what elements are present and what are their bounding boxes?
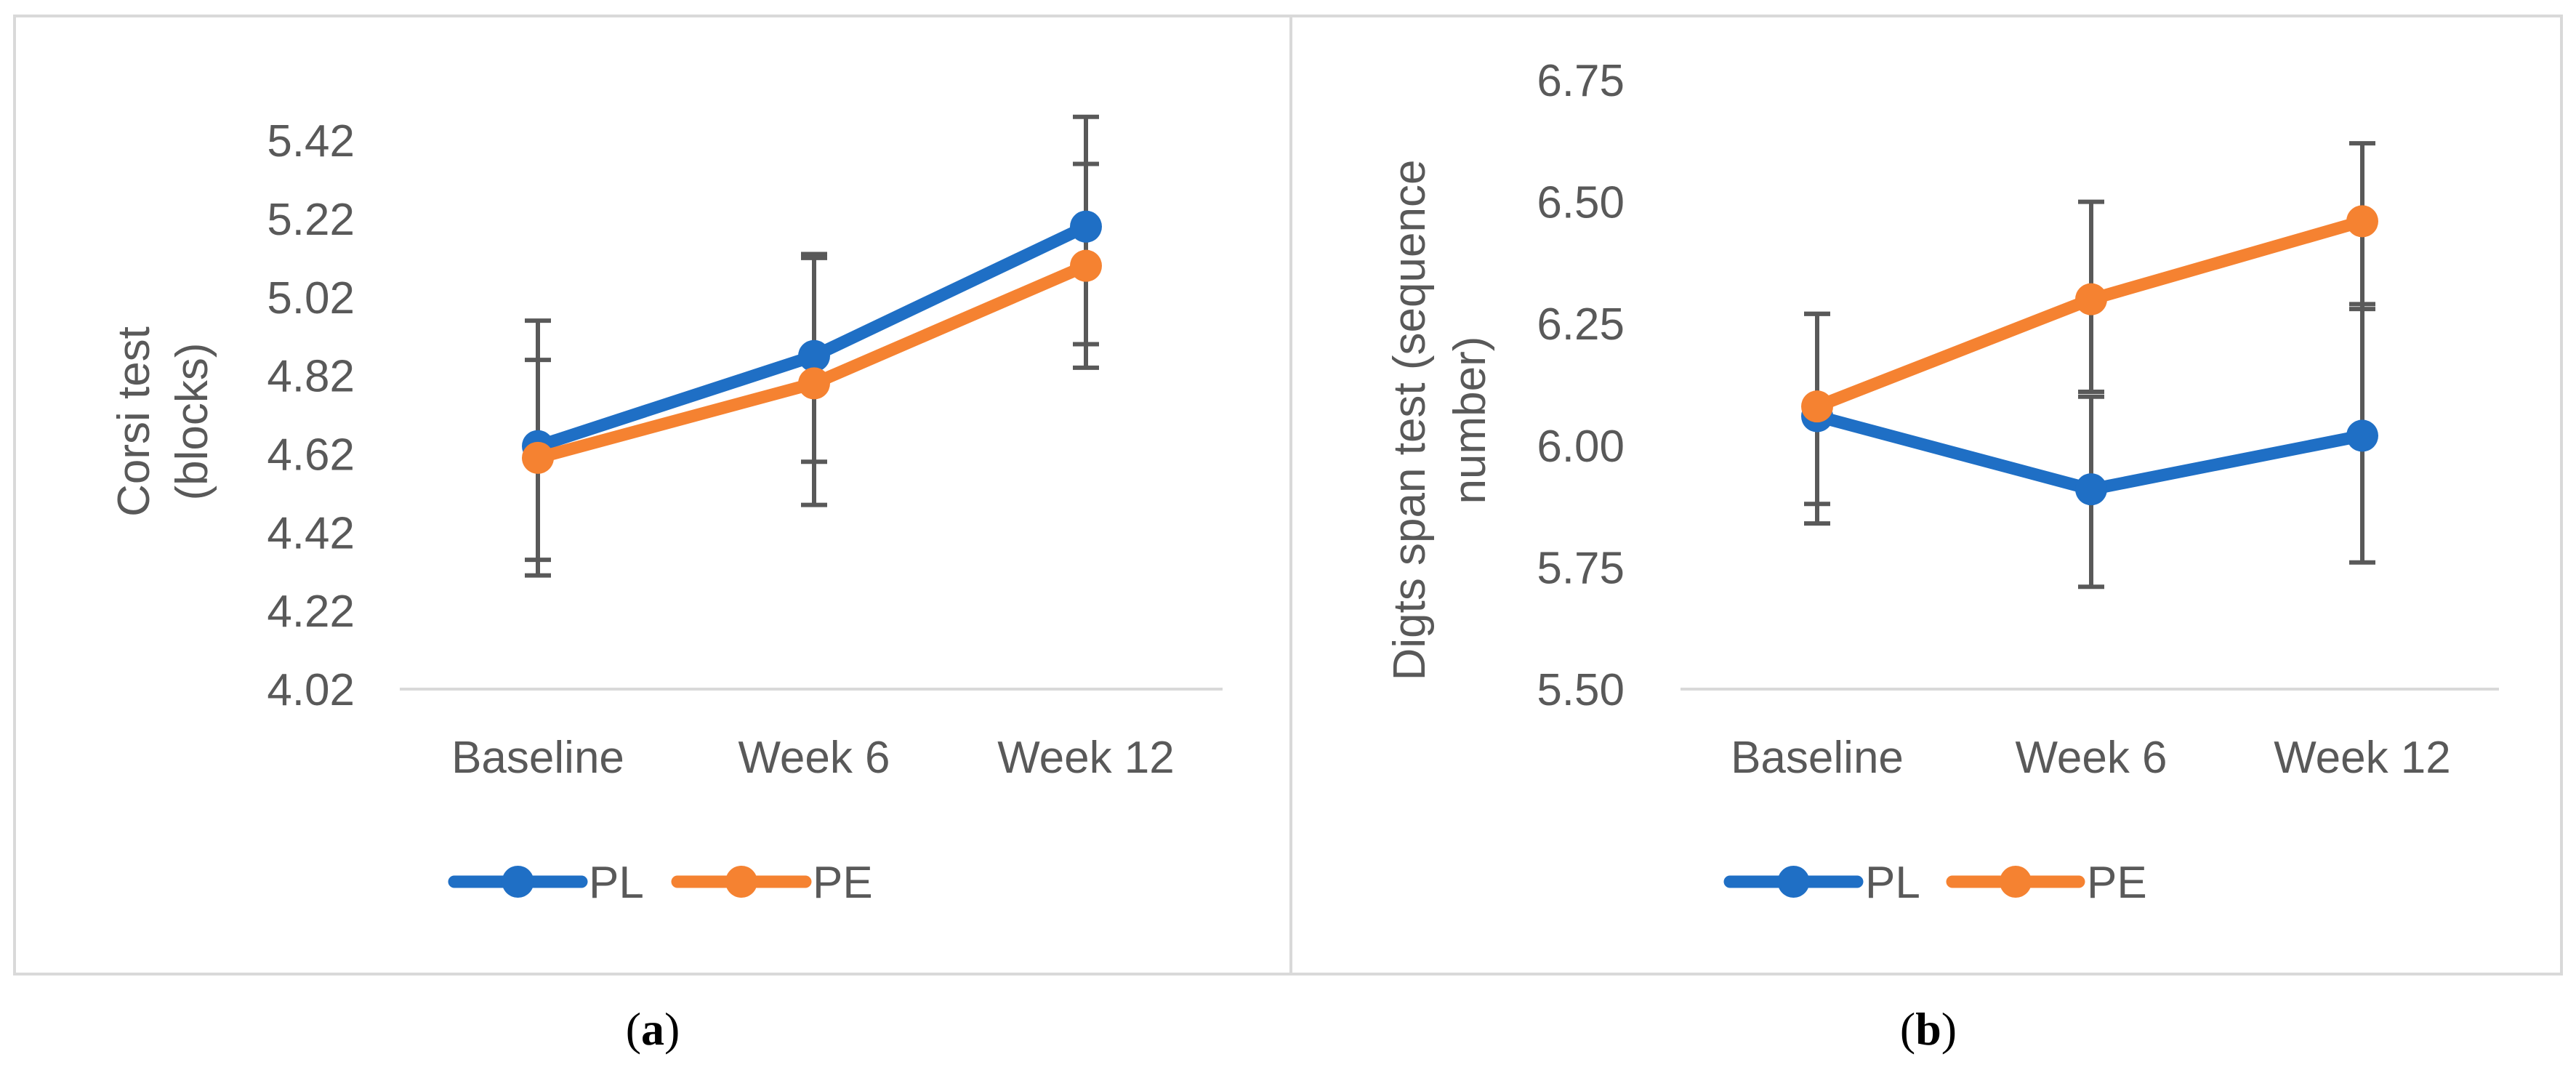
chart-b-pl-point-2 [2346,419,2378,452]
chart-a-pe-point-1 [798,367,830,400]
chart-a-ytick-3: 4.62 [267,430,355,480]
chart-b-ytick-1: 5.75 [1537,543,1625,593]
chart-a-xticks: Baseline Week 6 Week 12 [451,733,1175,783]
caption-b-letter: b [1915,1003,1941,1055]
chart-panel-b: Digts span test (sequence number) 5.505.… [1289,15,2563,976]
chart-a-ylabel-line2: (blocks) [167,342,217,500]
chart-a-legend: PL PE [448,858,873,908]
chart-b-legend-pl-label: PL [1865,858,1920,908]
chart-b-pe-point-0 [1801,390,1833,423]
caption-b: (b) [1900,1003,1957,1055]
chart-b-legend-pl-marker [1777,866,1810,898]
chart-b-ytick-0: 5.50 [1537,665,1625,715]
chart-b-ytick-3: 6.25 [1537,299,1625,350]
chart-b-xticks: Baseline Week 6 Week 12 [1731,733,2451,783]
chart-a-pl-point-1 [798,339,830,372]
chart-b-ylabel-line1: Digts span test (sequence [1385,160,1435,681]
chart-b-xtick-0: Baseline [1731,733,1904,783]
chart-b-pl-point-1 [2075,473,2107,506]
chart-b-ytick-4: 6.50 [1537,178,1625,228]
caption-a-letter: a [641,1003,664,1055]
chart-a-ytick-4: 4.82 [267,352,355,402]
chart-a-pe-point-0 [522,441,554,474]
chart-b-pe-point-2 [2346,205,2378,238]
caption-a: (a) [626,1003,680,1055]
chart-a-legend-pe-label: PE [813,858,873,908]
chart-a-xtick-1: Week 6 [738,733,890,783]
chart-b-ytick-2: 6.00 [1537,422,1625,472]
chart-b-xtick-1: Week 6 [2015,733,2167,783]
chart-a-ytick-1: 4.22 [267,587,355,637]
chart-a-series [522,114,1102,578]
chart-b-legend: PL PE [1723,858,2147,908]
chart-a-legend-pl-label: PL [589,858,644,908]
chart-a-ytick-6: 5.22 [267,195,355,245]
chart-a-ytick-0: 4.02 [267,665,355,715]
chart-a-legend-pl-marker [502,866,534,898]
chart-a-frame [13,15,1292,976]
chart-b-legend-pe-label: PE [2087,858,2147,908]
chart-b-ylabel-line2: number) [1445,337,1495,504]
chart-a-ytick-5: 5.02 [267,273,355,323]
chart-panel-a: Corsi test (blocks) 4.02 4.22 4.42 4.62 4.82… [13,15,1292,976]
chart-b-yticks: 5.50 5.75 6.00 6.25 6.50 6.75 [1537,56,1625,715]
chart-a-pl-point-2 [1070,210,1102,243]
chart-b-series [1801,141,2378,590]
chart-a-ytick-2: 4.42 [267,508,355,558]
chart-b-pe-point-1 [2075,283,2107,315]
chart-a-pe-point-2 [1070,249,1102,282]
chart-a-legend-pe-marker [725,866,757,898]
chart-a-xtick-2: Week 12 [997,733,1175,783]
chart-a-yticks: 4.02 4.22 4.42 4.62 4.82 5.02 5.22 5.42 [267,116,355,715]
chart-b-xtick-2: Week 12 [2274,733,2451,783]
chart-a-ylabel-line1: Corsi test [109,326,159,517]
chart-b-frame [1289,15,2563,976]
chart-a-xtick-0: Baseline [451,733,624,783]
chart-b-legend-pe-marker [2000,866,2032,898]
chart-b-ytick-5: 6.75 [1537,56,1625,106]
chart-a-ytick-7: 5.42 [267,116,355,166]
